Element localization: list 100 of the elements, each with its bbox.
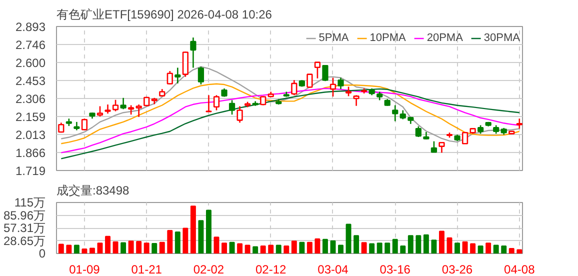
- y-tick-label: 2.453: [15, 74, 46, 88]
- candlestick: [198, 66, 204, 86]
- x-tick-label: 02-02: [193, 262, 224, 276]
- bar: [431, 240, 437, 254]
- candlestick: [345, 86, 352, 97]
- bar: [152, 243, 158, 254]
- bar: [182, 228, 188, 254]
- bar: [206, 210, 212, 254]
- bar: [299, 242, 305, 254]
- bar: [384, 242, 390, 254]
- bar: [516, 249, 522, 254]
- bar: [276, 244, 282, 254]
- bar: [190, 206, 196, 254]
- bar: [97, 242, 103, 254]
- bar: [291, 240, 297, 254]
- bar: [244, 244, 250, 254]
- candlestick: [322, 64, 328, 82]
- legend-label: 20PMA: [426, 32, 463, 44]
- bar: [462, 241, 468, 254]
- bar: [376, 242, 382, 254]
- candlestick: [228, 100, 236, 116]
- bar: [486, 242, 492, 254]
- bar: [136, 241, 142, 254]
- candlestick: [516, 118, 522, 130]
- candlestick: [81, 118, 88, 131]
- y-tick-label: 2.600: [15, 56, 46, 70]
- candlestick: [330, 77, 336, 98]
- candlestick: [430, 140, 438, 153]
- bar: [392, 238, 398, 254]
- x-tick-label: 04-08: [504, 262, 536, 276]
- candlestick: [314, 61, 321, 80]
- bar: [314, 238, 320, 254]
- legend-label: 10PMA: [370, 32, 406, 44]
- bar: [260, 245, 266, 254]
- y-tick-label: 2.159: [15, 110, 46, 124]
- x-tick-label: 03-26: [442, 262, 473, 276]
- x-tick-label: 03-04: [318, 262, 349, 276]
- bar: [159, 242, 165, 254]
- bar: [408, 235, 414, 254]
- bar: [454, 242, 460, 254]
- candlestick: [236, 106, 243, 124]
- candlestick: [306, 73, 313, 88]
- y-tick-label: 2.746: [15, 38, 46, 52]
- bar: [214, 236, 220, 254]
- x-tick-label: 02-12: [256, 262, 287, 276]
- bar: [58, 244, 64, 254]
- bar: [470, 243, 476, 254]
- y-tick-label: 2.306: [15, 92, 46, 106]
- candlestick: [96, 106, 104, 118]
- bar: [338, 244, 344, 254]
- bar: [89, 248, 95, 254]
- bar: [252, 246, 258, 254]
- candlestick: [291, 79, 298, 96]
- bar: [322, 238, 328, 254]
- candlestick: [190, 36, 196, 68]
- bar: [268, 244, 274, 254]
- candlestick: [128, 104, 134, 116]
- candlestick: [338, 77, 344, 90]
- candlestick: [136, 104, 142, 118]
- y-tick-label: 115万: [14, 196, 46, 210]
- bar: [229, 242, 235, 254]
- bar: [66, 244, 72, 254]
- candlestick: [104, 104, 111, 114]
- candlestick: [392, 104, 398, 122]
- candlestick: [206, 94, 212, 113]
- bar: [105, 236, 110, 254]
- bar: [493, 244, 499, 254]
- bar: [416, 235, 422, 254]
- legend-label: 5PMA: [318, 32, 349, 44]
- bar: [423, 234, 429, 254]
- bar: [222, 242, 227, 254]
- bar: [237, 243, 243, 254]
- bar: [198, 220, 204, 254]
- y-tick-label: 28.65万: [3, 234, 46, 248]
- chart-title: 有色矿业ETF[159690] 2026-04-08 10:26: [56, 8, 272, 22]
- candlestick: [120, 97, 126, 110]
- candlestick: [213, 94, 220, 111]
- bar: [446, 237, 452, 254]
- legend-label: 30PMA: [484, 32, 520, 44]
- candlestick: [182, 50, 188, 78]
- bar: [120, 242, 126, 254]
- y-tick-label: 2.013: [15, 128, 46, 142]
- bar: [354, 235, 360, 254]
- candlestick: [166, 70, 173, 86]
- bar: [400, 245, 406, 254]
- bar: [82, 248, 88, 254]
- y-tick-label: 2.893: [15, 20, 46, 34]
- bar: [501, 245, 507, 254]
- candlestick: [438, 142, 445, 154]
- y-tick-label: 1.719: [15, 164, 46, 178]
- bar: [508, 248, 514, 254]
- bar: [284, 245, 290, 254]
- bar: [361, 242, 367, 254]
- y-tick-label: 85.96万: [3, 208, 46, 222]
- candlestick: [112, 99, 119, 112]
- bar: [438, 230, 444, 254]
- bar: [330, 240, 336, 254]
- candlestick: [174, 67, 181, 84]
- x-tick-label: 03-16: [380, 262, 411, 276]
- candlestick: [353, 94, 360, 107]
